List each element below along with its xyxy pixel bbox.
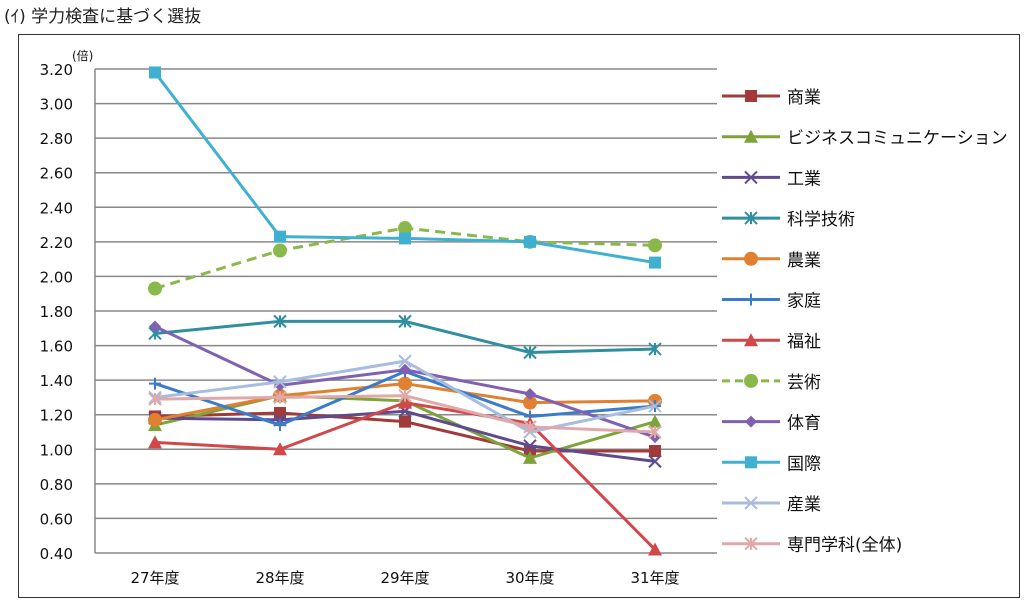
y-tick-label: 3.20 (40, 61, 73, 79)
data-point (648, 399, 662, 413)
y-tick-label: 2.00 (40, 268, 73, 286)
data-point (399, 363, 411, 376)
y-tick-label: 3.00 (40, 96, 73, 114)
data-point (649, 445, 661, 458)
y-tick-label: 2.60 (40, 165, 73, 183)
chart-frame (18, 34, 1020, 598)
data-point (648, 238, 662, 253)
legend-marker (744, 251, 758, 266)
data-point (648, 342, 662, 356)
x-tick-label: 29年度 (380, 569, 429, 587)
x-tick-label: 31年度 (630, 569, 679, 587)
data-point (398, 388, 412, 403)
legend-label: 芸術 (787, 373, 821, 393)
data-point (273, 243, 287, 258)
data-point (399, 232, 411, 245)
y-tick-label: 0.80 (40, 476, 73, 494)
y-tick-label: 1.20 (40, 407, 73, 425)
data-point (399, 415, 411, 428)
y-tick-label: 1.80 (40, 303, 73, 321)
data-point (648, 542, 662, 556)
data-point (649, 256, 661, 269)
legend-marker (744, 170, 758, 185)
legend-marker (745, 456, 757, 469)
legend-label: 商業 (787, 88, 821, 108)
data-point (523, 420, 537, 434)
data-point (148, 412, 162, 427)
data-point (648, 454, 662, 469)
data-point (274, 230, 286, 243)
legend-label: 産業 (787, 495, 821, 515)
data-point (273, 375, 287, 389)
data-point (398, 221, 412, 236)
legend-label: 科学技術 (787, 210, 855, 230)
legend-label: 専門学科(全体) (787, 536, 902, 556)
legend-marker (744, 129, 758, 143)
data-point (398, 314, 412, 329)
y-tick-label: 2.80 (40, 130, 73, 148)
x-tick-label: 30年度 (505, 569, 554, 587)
legend-label: 工業 (787, 169, 821, 189)
data-point (273, 390, 287, 405)
data-point (524, 387, 536, 400)
x-tick-label: 27年度 (130, 569, 179, 587)
data-point (648, 414, 662, 428)
data-point (523, 439, 537, 453)
y-tick-label: 1.00 (40, 441, 73, 459)
y-tick-label: 0.60 (40, 510, 73, 528)
data-point (148, 281, 162, 296)
data-point (648, 425, 662, 439)
legend-label: 農業 (787, 251, 821, 271)
legend-label: 体育 (787, 414, 821, 434)
data-point (274, 406, 286, 419)
y-tick-label: 0.40 (40, 545, 73, 563)
data-point (273, 442, 287, 456)
legend-label: ビジネスコミュニケーション (787, 129, 1008, 149)
legend-marker (745, 90, 757, 102)
y-tick-label: 2.40 (40, 199, 73, 217)
data-point (149, 66, 161, 79)
x-tick-label: 28年度 (255, 569, 304, 587)
y-tick-label: 1.60 (40, 338, 73, 356)
data-point (398, 376, 412, 391)
legend-marker (745, 293, 757, 306)
y-axis-label: (倍) (72, 48, 93, 63)
legend-label: 家庭 (787, 292, 821, 312)
data-point (149, 377, 161, 390)
legend-marker (745, 415, 757, 428)
data-point (523, 345, 537, 360)
data-point (148, 392, 162, 406)
data-point (523, 450, 537, 464)
y-tick-label: 1.40 (40, 372, 73, 390)
legend-marker (744, 333, 758, 347)
data-point (149, 320, 161, 333)
legend-marker (744, 373, 758, 388)
y-tick-label: 2.20 (40, 234, 73, 252)
legend-marker (744, 211, 758, 225)
data-point (148, 435, 162, 449)
section-title: (ｲ) 学力検査に基づく選抜 (4, 7, 202, 27)
data-point (398, 395, 412, 409)
data-point (523, 395, 537, 410)
data-point (274, 419, 286, 432)
legend-marker (744, 536, 758, 551)
data-point (524, 235, 536, 248)
legend-label: 福祉 (787, 332, 821, 352)
data-point (273, 314, 287, 329)
legend-marker (744, 496, 758, 510)
data-point (398, 354, 412, 368)
legend-label: 国際 (787, 454, 821, 474)
